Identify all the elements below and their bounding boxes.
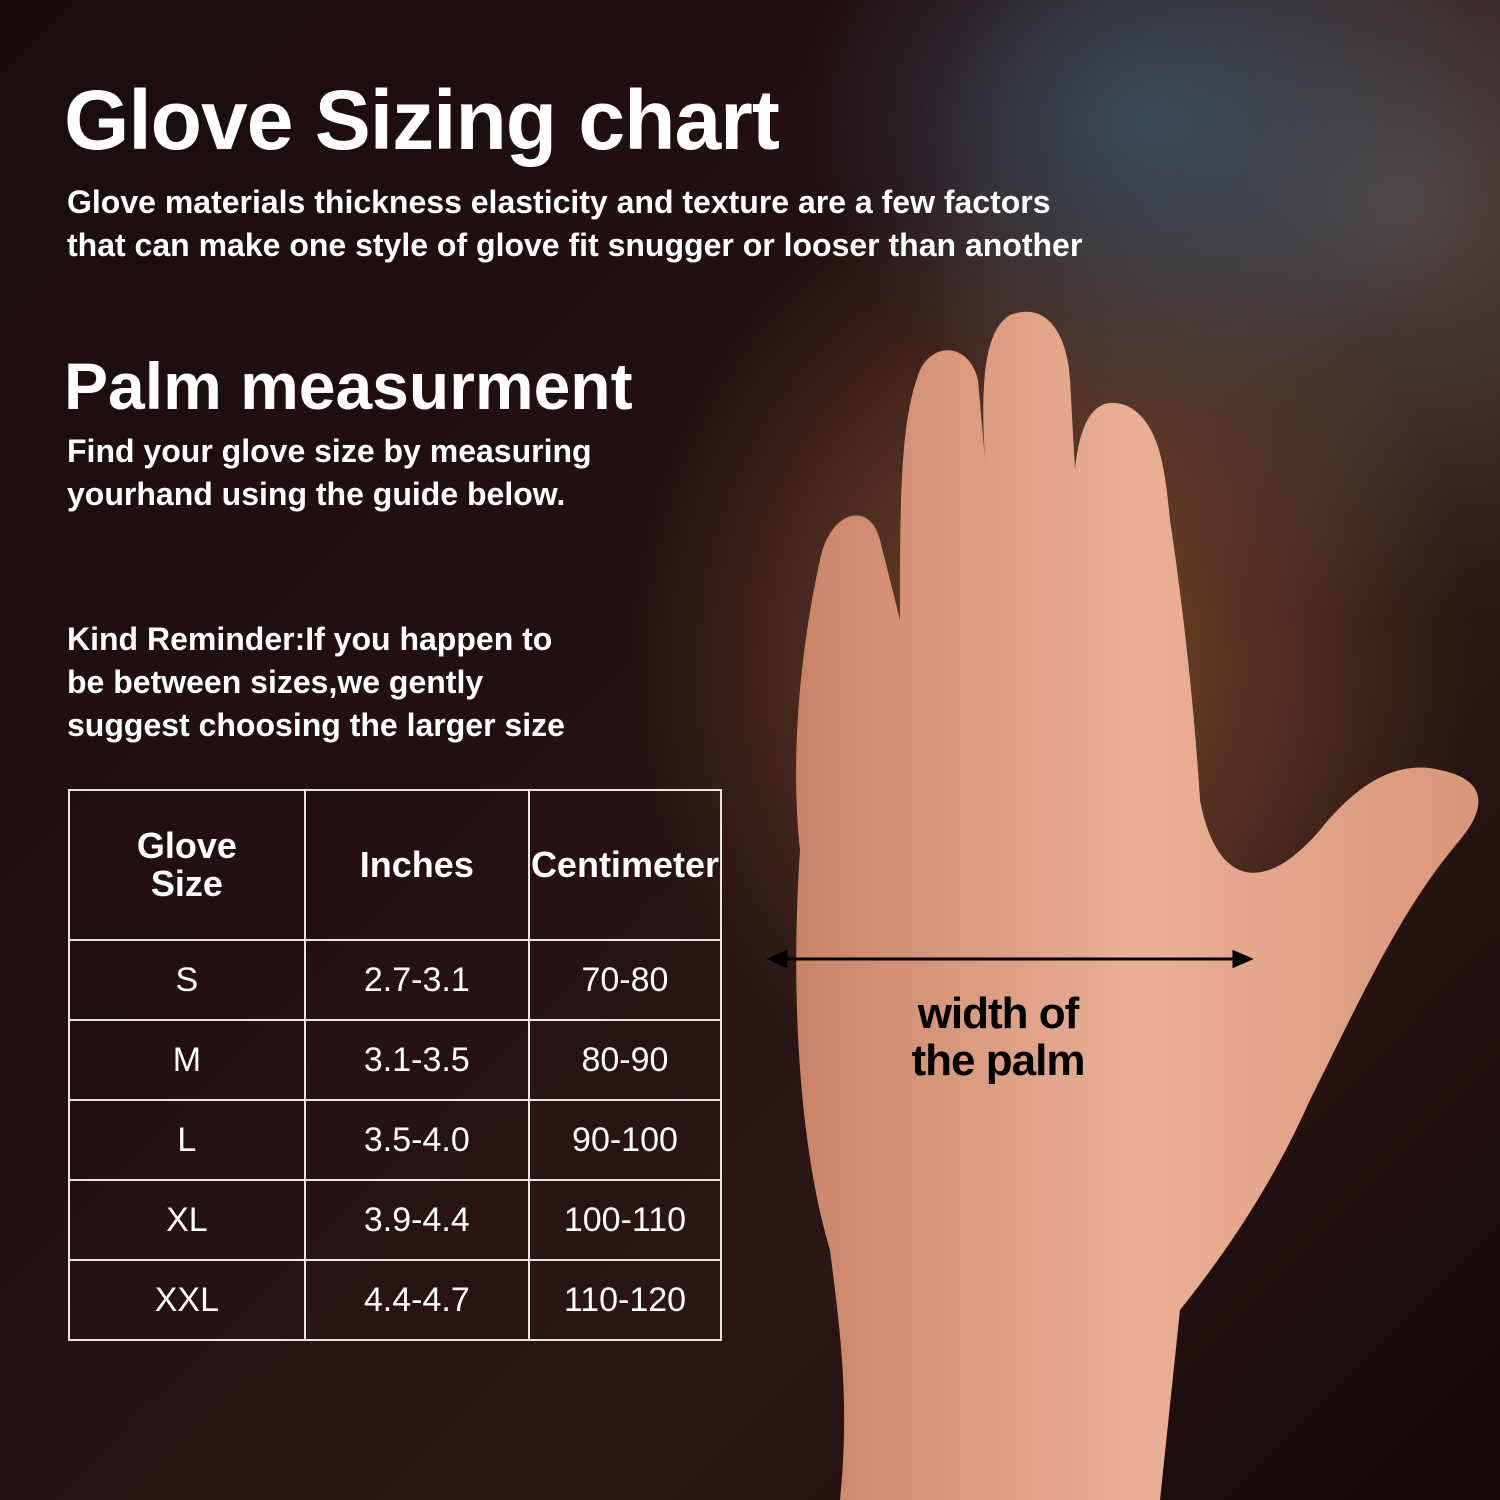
cm-cell: 90-100 (527, 1099, 723, 1181)
table-row: XXL 4.4-4.7 110-120 (68, 1259, 723, 1341)
table-header-row: Glove Size Inches Centimeter (68, 789, 723, 941)
reminder-line: be between sizes,we gently (67, 664, 484, 700)
subtitle: Glove materials thickness elasticity and… (67, 181, 1082, 267)
header-glove-size: Glove Size (68, 789, 306, 941)
reminder-line: suggest choosing the larger size (67, 707, 565, 743)
reminder-line: Kind Reminder:If you happen to (67, 621, 553, 657)
palm-text-line: Find your glove size by measuring (67, 433, 592, 469)
size-cell: M (68, 1019, 306, 1101)
table-row: XL 3.9-4.4 100-110 (68, 1179, 723, 1261)
subtitle-line: that can make one style of glove fit snu… (67, 227, 1083, 263)
table-row: S 2.7-3.1 70-80 (68, 939, 723, 1021)
size-cell: S (68, 939, 306, 1021)
cm-cell: 70-80 (527, 939, 723, 1021)
inches-cell: 3.1-3.5 (303, 1019, 530, 1101)
palm-width-arrow (766, 949, 1254, 969)
inches-cell: 4.4-4.7 (303, 1259, 530, 1341)
table-row: M 3.1-3.5 80-90 (68, 1019, 723, 1101)
size-cell: L (68, 1099, 306, 1181)
cm-cell: 110-120 (527, 1259, 723, 1341)
palm-label-line: width of (917, 989, 1080, 1038)
cm-cell: 80-90 (527, 1019, 723, 1101)
inches-cell: 3.5-4.0 (303, 1099, 530, 1181)
size-cell: XL (68, 1179, 306, 1261)
palm-text: Find your glove size by measuring yourha… (67, 430, 592, 516)
size-table: Glove Size Inches Centimeter S 2.7-3.1 70-… (68, 789, 723, 1341)
table-row: L 3.5-4.0 90-100 (68, 1099, 723, 1181)
palm-text-line: yourhand using the guide below. (67, 476, 566, 512)
size-cell: XXL (68, 1259, 306, 1341)
palm-label-line: the palm (911, 1036, 1086, 1085)
inches-cell: 3.9-4.4 (303, 1179, 530, 1261)
hand-shape (796, 311, 1479, 1500)
cm-cell: 100-110 (527, 1179, 723, 1261)
palm-heading: Palm measurment (64, 349, 633, 423)
page-title: Glove Sizing chart (64, 73, 780, 167)
header-inches: Inches (303, 789, 530, 941)
inches-cell: 2.7-3.1 (303, 939, 530, 1021)
palm-width-label: width of the palm (880, 990, 1116, 1084)
subtitle-line: Glove materials thickness elasticity and… (67, 184, 1051, 220)
header-centimeter: Centimeter (527, 789, 723, 941)
kind-reminder: Kind Reminder:If you happen to be betwee… (67, 618, 565, 747)
